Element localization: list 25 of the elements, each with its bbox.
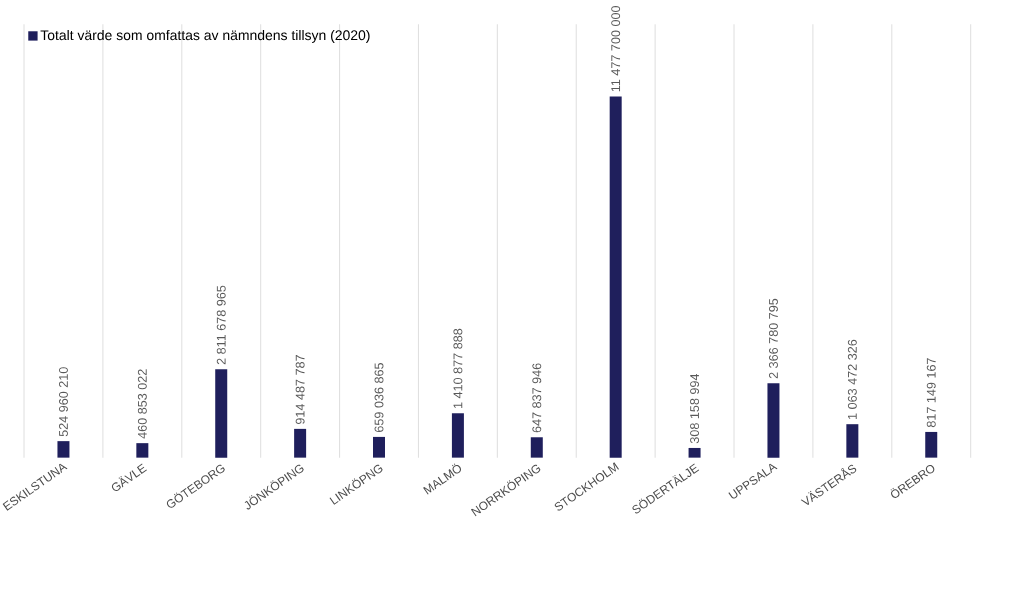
data-label: 460 853 022 [137, 369, 147, 439]
bar [688, 447, 701, 458]
data-label: 2 811 678 965 [216, 285, 226, 365]
data-label: 647 837 946 [532, 363, 542, 433]
data-label: 2 366 780 795 [768, 298, 778, 379]
data-label: 1 063 472 326 [847, 339, 857, 419]
bar [609, 96, 622, 458]
data-label: 1 410 877 888 [453, 328, 463, 409]
bar [136, 443, 149, 458]
bar [373, 436, 386, 458]
data-label: 817 149 167 [926, 358, 936, 428]
data-label: 11 477 700 000 [611, 6, 621, 92]
data-label: 914 487 787 [295, 355, 305, 425]
bar [451, 413, 464, 458]
bar [530, 437, 543, 458]
bar [767, 383, 780, 458]
bar [215, 369, 228, 458]
bar [925, 431, 938, 458]
data-label: 659 036 865 [374, 363, 384, 432]
bar [294, 428, 307, 458]
legend-label: Totalt värde som omfattas av nämndens tillsyn (2020) [40, 29, 370, 43]
data-label: 524 960 210 [58, 367, 68, 437]
data-label: 308 158 994 [690, 373, 700, 444]
bar [846, 424, 859, 458]
bar [57, 441, 70, 458]
